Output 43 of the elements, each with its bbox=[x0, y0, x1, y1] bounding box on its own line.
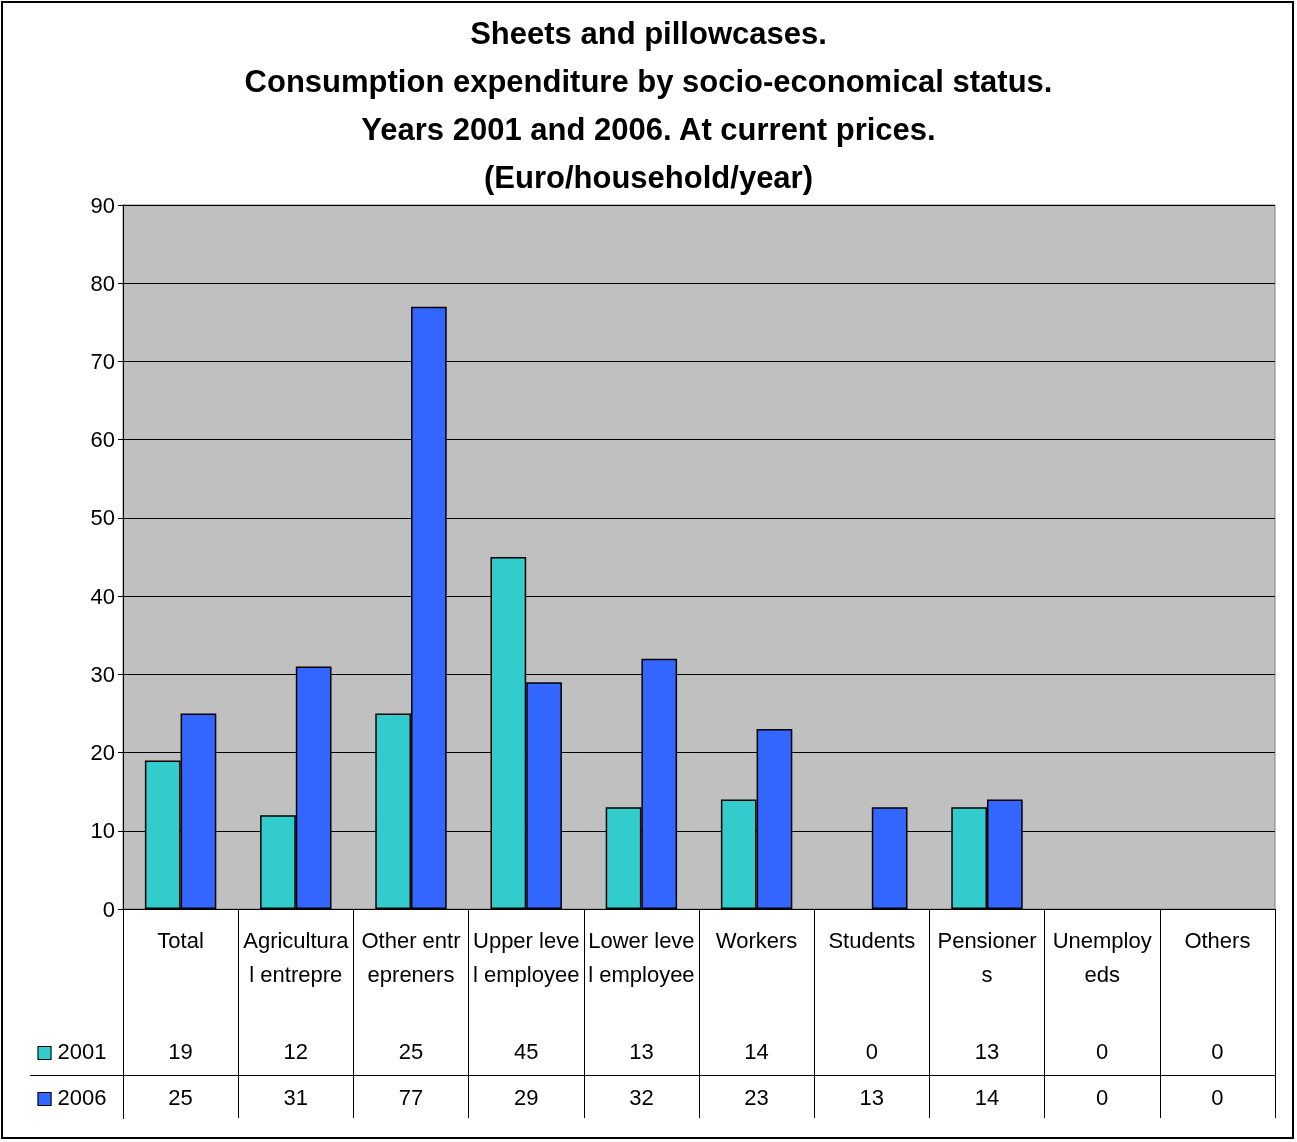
y-tick-label: 40 bbox=[90, 583, 115, 609]
data-label: 14 bbox=[744, 1039, 769, 1065]
data-label: 19 bbox=[168, 1039, 193, 1065]
data-label: 0 bbox=[1211, 1085, 1224, 1111]
data-label: 13 bbox=[629, 1039, 654, 1065]
y-tick-label: 80 bbox=[90, 270, 115, 296]
x-tick-label: Unemployeds bbox=[1052, 927, 1152, 987]
y-tick-label: 90 bbox=[90, 192, 115, 218]
x-tick-label: Lower level employee bbox=[588, 927, 695, 987]
data-label: 31 bbox=[283, 1085, 309, 1111]
x-tick-label: Others bbox=[1184, 927, 1251, 953]
y-tick-label: 0 bbox=[102, 896, 115, 922]
data-label: 25 bbox=[168, 1085, 193, 1111]
y-tick-label: 10 bbox=[90, 818, 115, 844]
legend-entry: 2006 bbox=[37, 1085, 107, 1111]
data-label: 25 bbox=[398, 1039, 424, 1065]
y-tick-label: 70 bbox=[90, 348, 115, 374]
data-label: 32 bbox=[629, 1085, 654, 1111]
data-label: 14 bbox=[974, 1085, 1000, 1111]
x-tick-label: Upper level employee bbox=[473, 927, 580, 987]
data-label: 12 bbox=[283, 1039, 309, 1065]
data-label: 0 bbox=[865, 1039, 878, 1065]
y-tick-label: 30 bbox=[90, 661, 115, 687]
data-label: 0 bbox=[1096, 1039, 1109, 1065]
data-label: 13 bbox=[974, 1039, 1000, 1065]
x-tick-label: Total bbox=[157, 927, 204, 953]
data-label: 77 bbox=[398, 1085, 424, 1111]
legend-entry: 2001 bbox=[37, 1039, 107, 1065]
data-label: 45 bbox=[513, 1039, 539, 1065]
y-tick-label: 50 bbox=[90, 505, 115, 531]
y-tick-label: 60 bbox=[90, 427, 115, 453]
x-tick-label: Other entrepreners bbox=[361, 927, 461, 987]
y-tick-label: 20 bbox=[90, 740, 115, 766]
data-label: 0 bbox=[1096, 1085, 1109, 1111]
data-label: 23 bbox=[744, 1085, 769, 1111]
x-tick-label: Students bbox=[828, 927, 916, 953]
chart-title: Sheets and pillowcases. Consumption expenditure by socio-economical status. Years 2001 and 2006. At current prices. (Euro/household/year) bbox=[244, 15, 1053, 195]
data-label: 29 bbox=[513, 1085, 539, 1111]
x-tick-label: Agricultural entrepre bbox=[243, 927, 350, 987]
x-tick-label: Workers bbox=[715, 927, 798, 953]
data-label: 0 bbox=[1211, 1039, 1224, 1065]
data-label: 13 bbox=[859, 1085, 885, 1111]
x-tick-label: Pensioners bbox=[937, 927, 1037, 987]
